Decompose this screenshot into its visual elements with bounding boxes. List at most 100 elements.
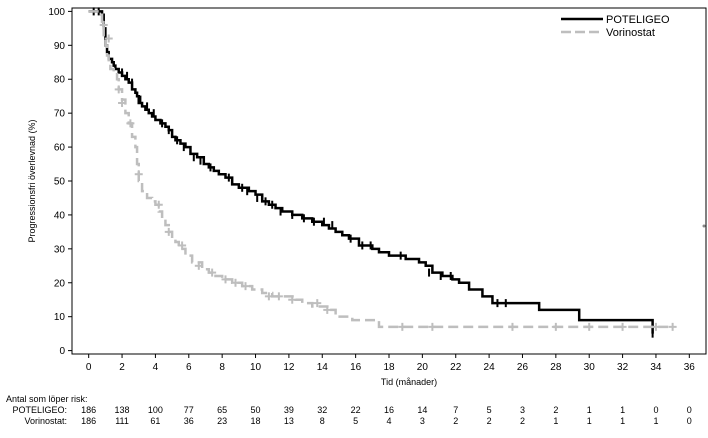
risk-value: 138 bbox=[115, 405, 130, 415]
y-tick-label: 20 bbox=[54, 278, 66, 289]
risk-value: 36 bbox=[184, 416, 194, 426]
x-tick-label: 36 bbox=[684, 362, 696, 373]
risk-value: 2 bbox=[487, 416, 492, 426]
censor-mark-vorinostat bbox=[264, 292, 273, 301]
risk-value: 1 bbox=[620, 405, 625, 415]
x-tick-label: 24 bbox=[484, 362, 496, 373]
y-tick-label: 40 bbox=[54, 210, 66, 221]
y-tick-label: 10 bbox=[54, 312, 66, 323]
censor-mark-vorinostat bbox=[618, 322, 627, 331]
censor-mark-vorinostat bbox=[114, 85, 123, 94]
y-tick-label: 0 bbox=[59, 346, 65, 357]
y-tick-label: 70 bbox=[54, 109, 66, 120]
y-axis-ticks: 0 10 20 30 40 50 60 70 80 90 100 bbox=[48, 7, 72, 357]
legend-label-poteligeo: POTELIGEO bbox=[606, 14, 670, 26]
y-tick-label: 80 bbox=[54, 75, 66, 86]
risk-value: 111 bbox=[115, 416, 129, 426]
censor-mark-vorinostat bbox=[221, 275, 230, 284]
survival-curves bbox=[88, 7, 677, 338]
x-tick-label: 0 bbox=[86, 362, 92, 373]
y-tick-label: 100 bbox=[48, 7, 65, 18]
plot-frame bbox=[71, 7, 707, 355]
censor-mark-vorinostat bbox=[551, 322, 560, 331]
censor-mark-vorinostat bbox=[231, 278, 240, 287]
y-tick-label: 30 bbox=[54, 244, 66, 255]
risk-row-label-vorinostat: Vorinostat: bbox=[24, 416, 67, 426]
y-tick-label: 50 bbox=[54, 177, 66, 188]
risk-value: 0 bbox=[687, 405, 692, 415]
censor-mark-vorinostat bbox=[154, 200, 163, 209]
censor-mark-vorinostat bbox=[118, 98, 127, 107]
risk-value: 4 bbox=[386, 416, 391, 426]
x-tick-label: 28 bbox=[550, 362, 562, 373]
x-tick-label: 2 bbox=[119, 362, 125, 373]
risk-value: 1 bbox=[587, 416, 592, 426]
risk-value: 3 bbox=[520, 405, 525, 415]
x-tick-label: 6 bbox=[186, 362, 192, 373]
x-tick-label: 8 bbox=[219, 362, 225, 373]
risk-value: 13 bbox=[284, 416, 294, 426]
series-line-vorinostat bbox=[88, 10, 673, 329]
censor-mark-vorinostat bbox=[585, 322, 594, 331]
risk-value: 2 bbox=[520, 416, 525, 426]
risk-value: 8 bbox=[320, 416, 325, 426]
risk-value: 14 bbox=[417, 405, 427, 415]
risk-row-label-poteligeo: POTELIGEO: bbox=[12, 405, 67, 415]
censor-mark-vorinostat bbox=[651, 322, 660, 331]
x-tick-label: 16 bbox=[350, 362, 362, 373]
x-axis-ticks: 0 2 4 6 8 10 12 14 16 18 20 22 24 26 28 30 32 34 36 bbox=[86, 354, 695, 373]
risk-value: 77 bbox=[184, 405, 194, 415]
risk-value: 61 bbox=[150, 416, 160, 426]
censor-mark-vorinostat bbox=[668, 322, 677, 331]
x-tick-label: 14 bbox=[317, 362, 329, 373]
x-tick-label: 4 bbox=[153, 362, 159, 373]
legend-label-vorinostat: Vorinostat bbox=[606, 27, 655, 39]
risk-value: 0 bbox=[687, 416, 692, 426]
risk-value: 2 bbox=[453, 416, 458, 426]
risk-value: 5 bbox=[353, 416, 358, 426]
risk-table-header: Antal som löper risk: bbox=[6, 394, 88, 404]
censor-mark-vorinostat bbox=[134, 170, 143, 179]
risk-value: 65 bbox=[217, 405, 227, 415]
risk-table: Antal som löper risk: POTELIGEO: Vorinos… bbox=[6, 394, 692, 426]
x-tick-label: 18 bbox=[383, 362, 395, 373]
legend: POTELIGEO Vorinostat bbox=[561, 14, 670, 39]
risk-value: 18 bbox=[251, 416, 261, 426]
y-tick-label: 90 bbox=[54, 41, 66, 52]
censor-mark-vorinostat bbox=[508, 322, 517, 331]
risk-value: 50 bbox=[251, 405, 261, 415]
censor-mark-vorinostat bbox=[313, 299, 322, 308]
x-tick-label: 10 bbox=[250, 362, 262, 373]
edge-dot bbox=[702, 224, 706, 228]
censor-mark-vorinostat bbox=[323, 305, 332, 314]
x-tick-label: 20 bbox=[417, 362, 429, 373]
risk-value: 186 bbox=[81, 416, 96, 426]
series-line-poteligeo bbox=[88, 10, 654, 334]
censor-mark-vorinostat bbox=[241, 282, 250, 291]
risk-value: 2 bbox=[553, 405, 558, 415]
censor-mark-vorinostat bbox=[428, 322, 437, 331]
risk-value: 186 bbox=[81, 405, 96, 415]
risk-value: 16 bbox=[384, 405, 394, 415]
risk-value: 39 bbox=[284, 405, 294, 415]
risk-value: 23 bbox=[217, 416, 227, 426]
risk-value: 22 bbox=[351, 405, 361, 415]
y-axis-label: Progressionsfri överlevnad (%) bbox=[27, 119, 37, 242]
y-tick-label: 60 bbox=[54, 143, 66, 154]
x-tick-label: 12 bbox=[283, 362, 295, 373]
x-tick-label: 32 bbox=[617, 362, 629, 373]
risk-value: 32 bbox=[317, 405, 327, 415]
x-tick-label: 34 bbox=[650, 362, 662, 373]
censor-mark-vorinostat bbox=[164, 227, 173, 236]
x-axis-label: Tid (månader) bbox=[381, 377, 437, 387]
risk-value: 1 bbox=[653, 416, 658, 426]
risk-value: 100 bbox=[148, 405, 163, 415]
x-tick-label: 22 bbox=[450, 362, 462, 373]
censor-mark-vorinostat bbox=[398, 322, 407, 331]
risk-value: 0 bbox=[653, 405, 658, 415]
risk-value: 1 bbox=[553, 416, 558, 426]
censor-mark-vorinostat bbox=[126, 119, 135, 128]
x-tick-label: 30 bbox=[584, 362, 596, 373]
